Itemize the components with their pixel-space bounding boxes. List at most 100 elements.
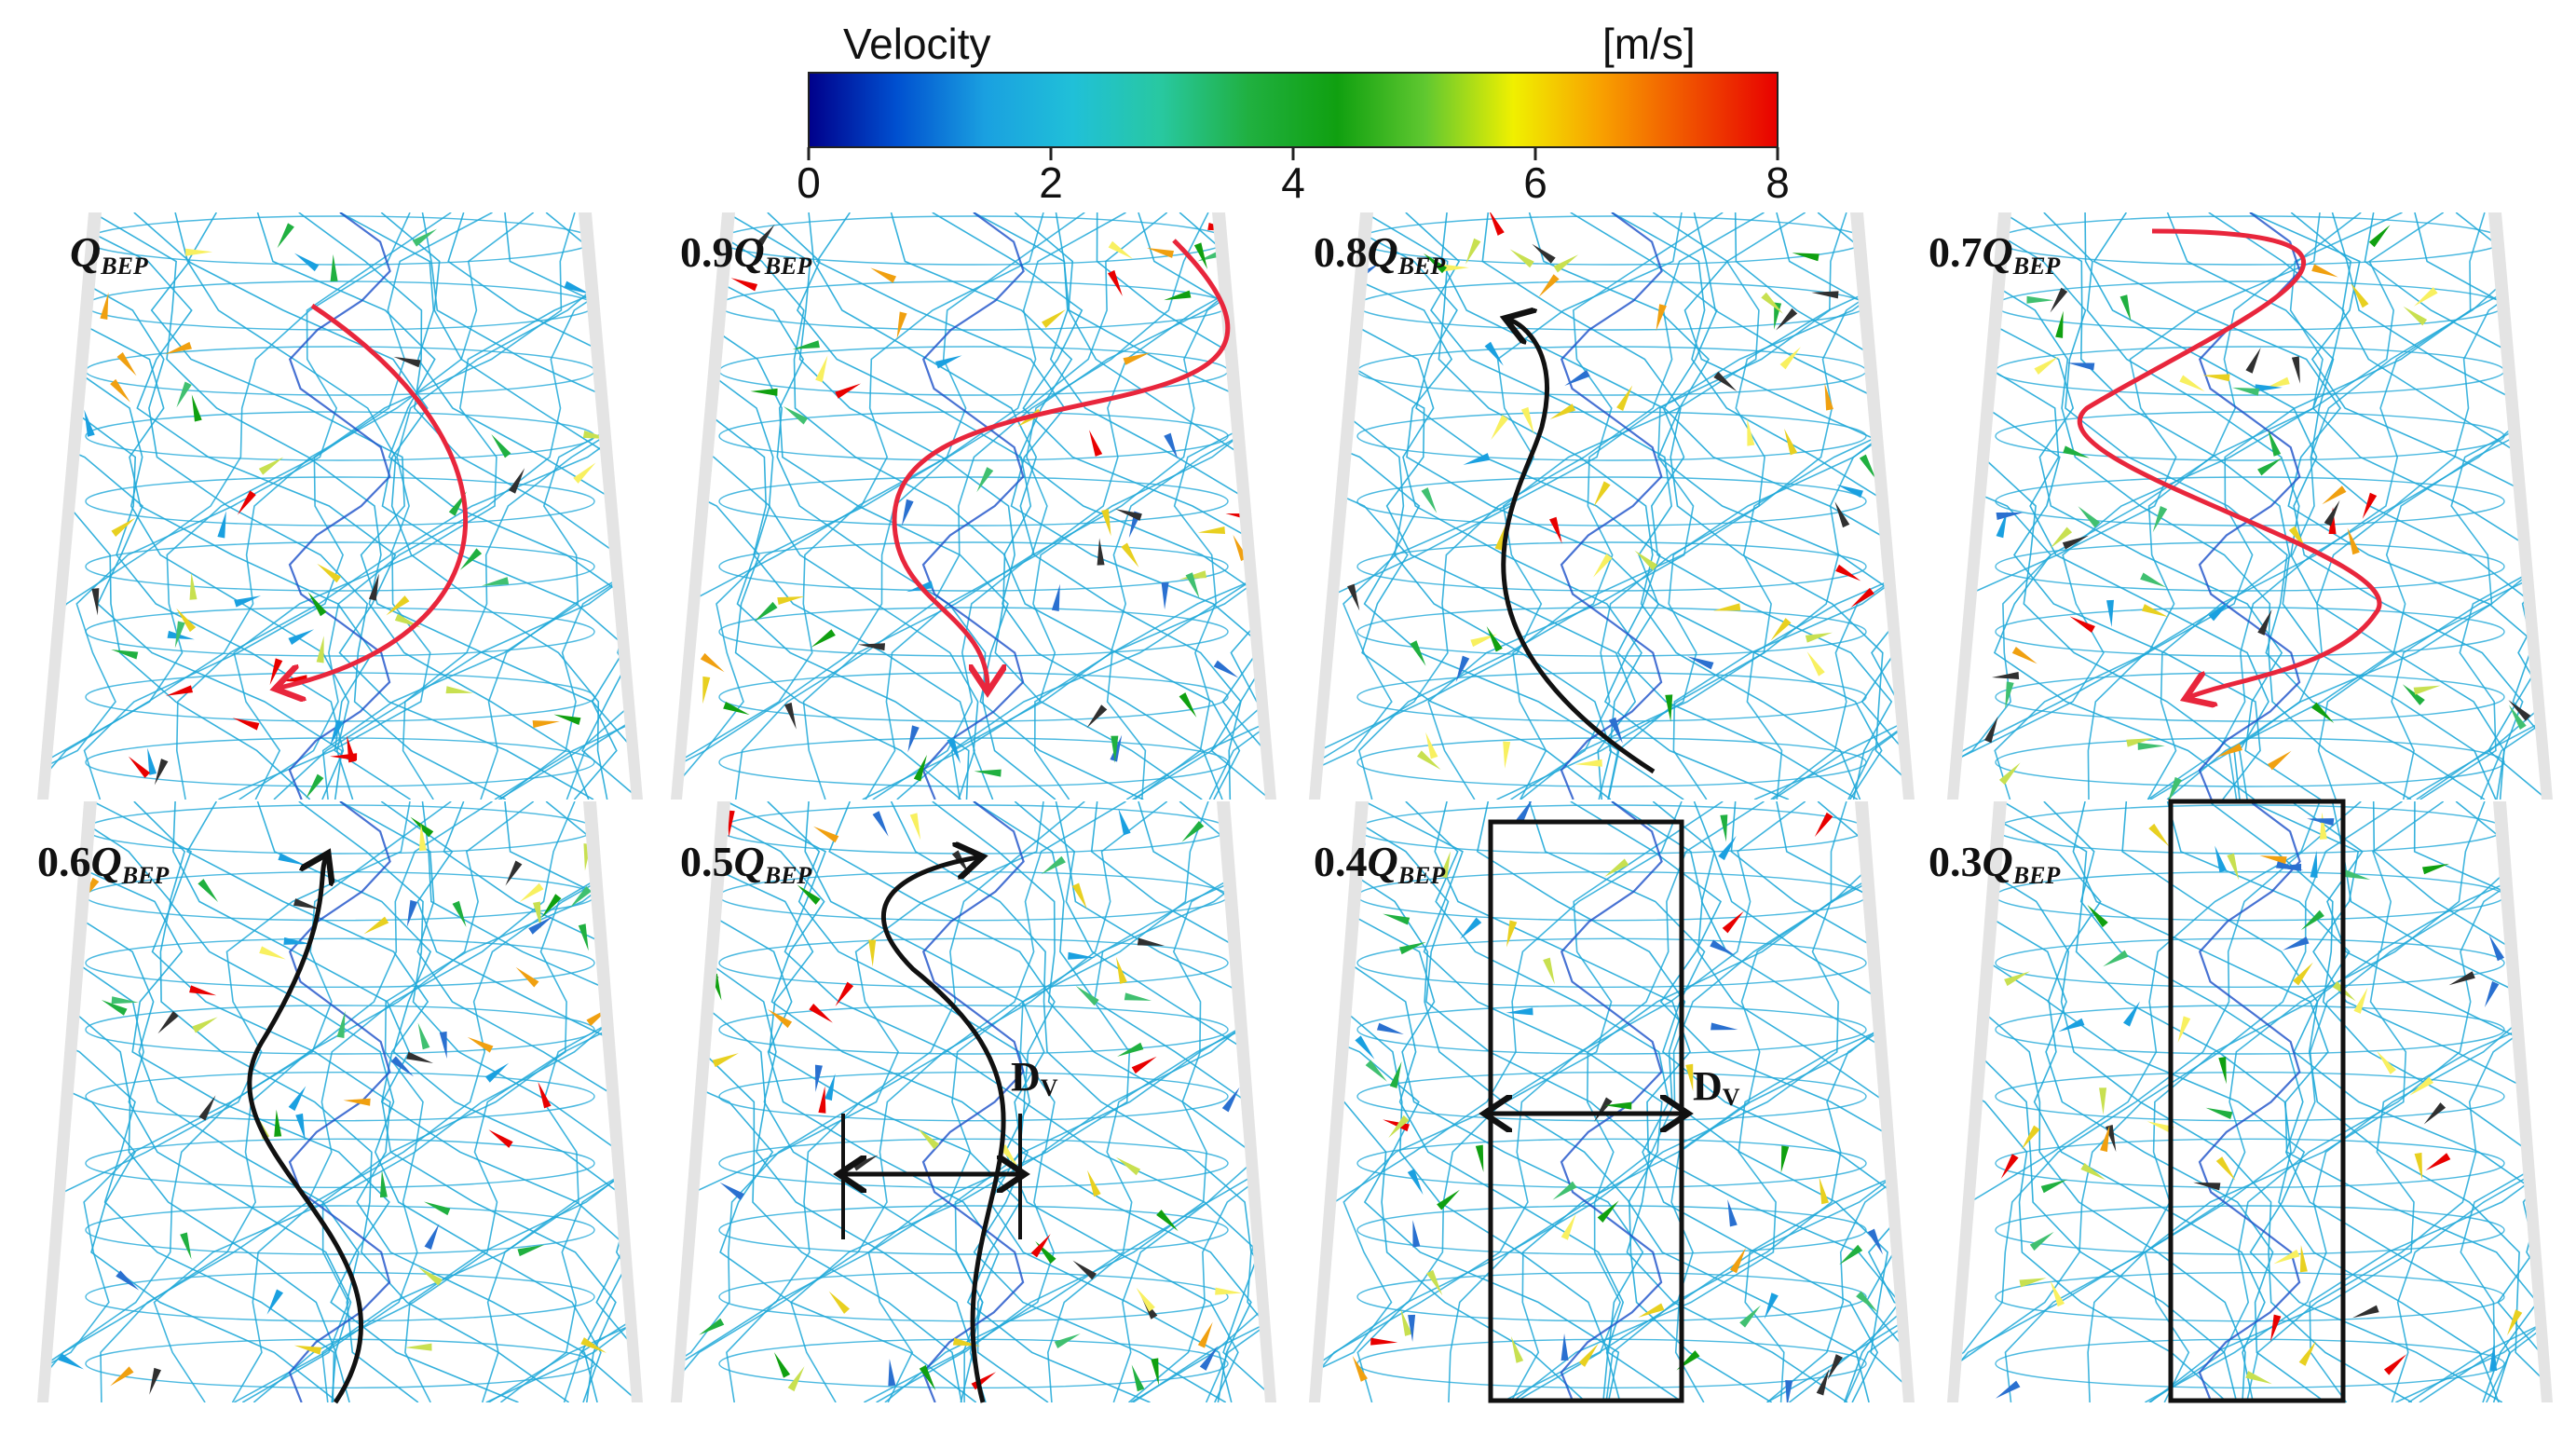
velocity-cone [1489, 212, 1505, 236]
velocity-cone [176, 381, 192, 408]
streamline [2121, 801, 2542, 1402]
velocity-cone [1779, 347, 1801, 370]
velocity-cone [2100, 1124, 2110, 1153]
streamline [83, 212, 576, 800]
velocity-cone [406, 899, 418, 927]
velocity-cone [274, 1109, 282, 1137]
velocity-cone [192, 1017, 218, 1033]
velocity-cone [2488, 935, 2505, 962]
streamline-loop [85, 1271, 595, 1322]
velocity-cone [1137, 937, 1165, 946]
velocity-cone [818, 1086, 826, 1114]
velocity-cone [1221, 1087, 1240, 1113]
streamline [1481, 212, 1903, 800]
velocity-cone [1867, 1228, 1884, 1255]
streamline-loop [718, 1205, 1229, 1255]
streamline [2290, 212, 2542, 800]
streamline-loop [1995, 541, 2505, 592]
velocity-cone [1984, 716, 1998, 744]
velocity-cone [2050, 1279, 2065, 1307]
velocity-cone [259, 946, 286, 960]
dv-letter: D [1693, 1063, 1723, 1109]
velocity-cone [1484, 341, 1504, 366]
velocity-cone [1181, 820, 1205, 842]
velocity-cone [293, 898, 320, 909]
velocity-cone [1072, 1260, 1097, 1280]
velocity-cone [347, 735, 357, 763]
panel-0.5-qbep: DV 0.5QBEP [671, 801, 1276, 1403]
velocity-cone [976, 467, 994, 493]
velocity-cone [424, 1201, 451, 1216]
streamline [1320, 212, 1724, 800]
streamline [480, 212, 632, 800]
streamline-loop [1356, 541, 1867, 592]
streamline [726, 212, 1223, 800]
velocity-cone [2202, 374, 2230, 382]
streamline [1320, 212, 1620, 800]
velocity-cone [1108, 240, 1134, 259]
velocity-cone [1761, 292, 1783, 314]
velocity-cone [835, 981, 854, 1006]
velocity-cone [237, 490, 256, 515]
streamline [2092, 212, 2542, 800]
streamline [767, 801, 1239, 1402]
velocity-cone [1739, 1305, 1761, 1328]
velocity-cone [2298, 1340, 2317, 1366]
velocity-cone [167, 630, 195, 640]
panel-0.7-qbep: 0.7QBEP [1929, 212, 2553, 800]
streamline-loop [1995, 937, 2505, 989]
colorbar-tick-label: 6 [1523, 158, 1547, 207]
velocity-cone [1412, 1220, 1421, 1248]
velocity-cone [797, 884, 821, 905]
panel-label: 0.4QBEP [1314, 838, 1446, 889]
velocity-cone [336, 1010, 346, 1039]
streamline [682, 212, 1044, 800]
velocity-cone [2142, 604, 2169, 618]
vortex-rope-arrow [247, 857, 363, 1404]
streamline-loop [85, 1005, 595, 1055]
streamline [1320, 212, 1613, 800]
velocity-cone [1376, 1022, 1404, 1035]
streamline [2043, 801, 2511, 1402]
streamline [1440, 212, 1893, 800]
streamline [404, 801, 632, 1402]
colorbar-tick-label: 0 [797, 158, 821, 207]
streamline-loop [1356, 737, 1867, 787]
velocity-cone [459, 548, 483, 570]
streamline [1652, 801, 1903, 1402]
flow-ratio: 0.7 [1929, 228, 1983, 276]
velocity-cone [712, 1053, 739, 1068]
vortex-rope-arrow [880, 857, 1006, 1403]
streamline [2331, 801, 2542, 1402]
panel-0.9-qbep: 0.9QBEP [671, 212, 1276, 800]
velocity-cone [541, 894, 562, 918]
velocity-cone [439, 1031, 447, 1060]
velocity-cone [1578, 1343, 1599, 1367]
streamline [1320, 801, 1625, 1402]
velocity-cone [719, 1182, 745, 1200]
streamline [1033, 212, 1265, 800]
streamline [186, 212, 632, 800]
velocity-cone [295, 1113, 306, 1142]
velocity-cone [1816, 1368, 1830, 1396]
streamline [1323, 212, 1859, 800]
velocity-cone [1509, 249, 1534, 268]
streamline [2249, 801, 2542, 1402]
streamline-loop [718, 411, 1229, 461]
velocity-cone [517, 1244, 545, 1257]
dv-subscript: V [1041, 1074, 1058, 1101]
velocity-cone [149, 1367, 162, 1395]
streamline-loop [718, 737, 1229, 787]
colorbar-gradient [808, 72, 1779, 148]
velocity-cone [410, 816, 434, 838]
velocity-cone [1331, 335, 1346, 363]
velocity-cone [165, 685, 194, 696]
velocity-cone [2011, 646, 2038, 664]
velocity-cone [2422, 863, 2450, 875]
velocity-cone [2310, 850, 2318, 879]
velocity-cone [699, 1318, 725, 1335]
velocity-cone [1115, 509, 1142, 521]
streamline [298, 801, 632, 1402]
velocity-cone [1564, 369, 1590, 387]
velocity-cone [2069, 616, 2095, 633]
